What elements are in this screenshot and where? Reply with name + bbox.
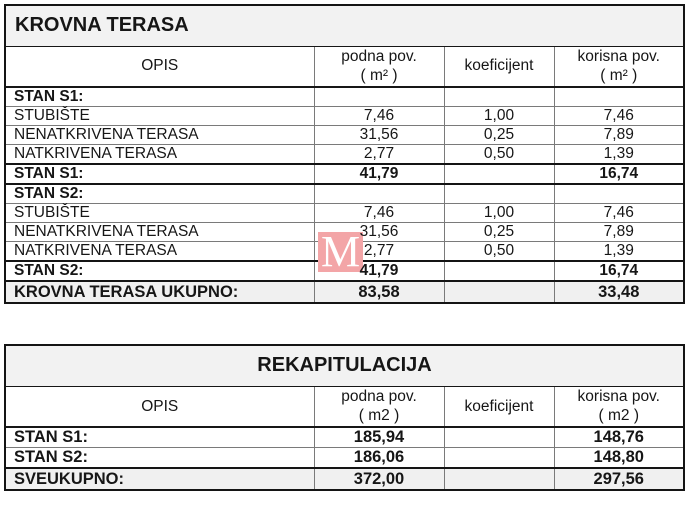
row-label-cell: STAN S2: xyxy=(4,183,315,205)
col-header-podna-pov: podna pov. ( m² ) xyxy=(313,45,445,88)
col-header-korisna-line1: korisna pov. xyxy=(577,47,660,65)
podna-pov-value-cell: 31,56 xyxy=(313,125,445,146)
korisna-pov-value-cell: 148,80 xyxy=(553,447,685,469)
row-label-cell: SVEUKUPNO: xyxy=(4,467,315,491)
table-row: SVEUKUPNO: 372,00 297,56 xyxy=(4,467,685,491)
table-row: STAN S1: 185,94 148,76 xyxy=(4,426,685,449)
row-label-cell: STAN S1: xyxy=(4,163,315,185)
podna-pov-value-cell: 2,77 xyxy=(313,144,445,165)
col-header-korisna-pov: korisna pov. ( m2 ) xyxy=(553,385,685,428)
col-header-korisna-line2: ( m2 ) xyxy=(598,407,639,425)
col-header-koeficijent: koeficijent xyxy=(443,45,555,88)
table-row: STUBIŠTE 7,46 1,00 7,46 xyxy=(4,203,685,224)
krovna-title-row: KROVNA TERASA xyxy=(4,4,685,47)
koeficijent-value-cell: 0,25 xyxy=(443,125,555,146)
korisna-pov-value-cell: 1,39 xyxy=(553,144,685,165)
row-label-cell: NATKRIVENA TERASA xyxy=(4,241,315,262)
row-label-cell: NENATKRIVENA TERASA xyxy=(4,222,315,243)
podna-pov-value-cell: 7,46 xyxy=(313,203,445,224)
col-header-koeficijent: koeficijent xyxy=(443,385,555,428)
row-label-cell: STUBIŠTE xyxy=(4,203,315,224)
table-row: KROVNA TERASA UKUPNO: 83,58 33,48 xyxy=(4,280,685,304)
podna-pov-value-cell: 41,79 xyxy=(313,163,445,185)
korisna-pov-value-cell xyxy=(553,86,685,108)
row-label-cell: NENATKRIVENA TERASA xyxy=(4,125,315,146)
table-row: STAN S1: 41,79 16,74 xyxy=(4,163,685,185)
row-label-cell: STAN S2: xyxy=(4,447,315,469)
koeficijent-value-cell xyxy=(443,280,555,304)
rekap-header-row: OPIS podna pov. ( m2 ) koeficijent koris… xyxy=(4,385,685,428)
table-row: STAN S2: 186,06 148,80 xyxy=(4,447,685,469)
table-row: NENATKRIVENA TERASA 31,56 0,25 7,89 xyxy=(4,125,685,146)
row-label-cell: STAN S1: xyxy=(4,86,315,108)
col-header-podna-pov: podna pov. ( m2 ) xyxy=(313,385,445,428)
table-row: STAN S2: xyxy=(4,183,685,205)
col-header-korisna-line2: ( m² ) xyxy=(600,67,638,85)
col-header-opis: OPIS xyxy=(4,385,315,428)
col-header-podna-line1: podna pov. xyxy=(341,47,417,65)
rekapitulacija-table: REKAPITULACIJA OPIS podna pov. ( m2 ) ko… xyxy=(4,344,686,492)
watermark-logo: M xyxy=(318,232,363,272)
koeficijent-value-cell xyxy=(443,86,555,108)
table-row: NATKRIVENA TERASA 2,77 0,50 1,39 xyxy=(4,144,685,165)
row-label-cell: KROVNA TERASA UKUPNO: xyxy=(4,280,315,304)
col-header-opis: OPIS xyxy=(4,45,315,88)
krovna-terasa-table: KROVNA TERASA OPIS podna pov. ( m² ) koe… xyxy=(4,4,686,305)
korisna-pov-value-cell xyxy=(553,183,685,205)
table-row: STAN S1: xyxy=(4,86,685,108)
korisna-pov-value-cell: 297,56 xyxy=(553,467,685,491)
table-row: STUBIŠTE 7,46 1,00 7,46 xyxy=(4,106,685,127)
rekap-title-row: REKAPITULACIJA xyxy=(4,344,685,387)
krovna-table-title: KROVNA TERASA xyxy=(4,4,685,47)
korisna-pov-value-cell: 7,46 xyxy=(553,203,685,224)
col-header-korisna-line1: korisna pov. xyxy=(577,387,660,405)
koeficijent-value-cell xyxy=(443,426,555,449)
podna-pov-value-cell: 186,06 xyxy=(313,447,445,469)
podna-pov-value-cell: 83,58 xyxy=(313,280,445,304)
koeficijent-value-cell xyxy=(443,163,555,185)
koeficijent-value-cell xyxy=(443,467,555,491)
podna-pov-value-cell: 7,46 xyxy=(313,106,445,127)
korisna-pov-value-cell: 16,74 xyxy=(553,260,685,282)
korisna-pov-value-cell: 148,76 xyxy=(553,426,685,449)
koeficijent-value-cell: 1,00 xyxy=(443,106,555,127)
col-header-podna-line1: podna pov. xyxy=(341,387,417,405)
koeficijent-value-cell: 0,50 xyxy=(443,144,555,165)
korisna-pov-value-cell: 7,89 xyxy=(553,222,685,243)
koeficijent-value-cell: 0,50 xyxy=(443,241,555,262)
watermark-letter: M xyxy=(320,232,361,272)
koeficijent-value-cell: 0,25 xyxy=(443,222,555,243)
podna-pov-value-cell xyxy=(313,183,445,205)
col-header-korisna-pov: korisna pov. ( m² ) xyxy=(553,45,685,88)
row-label-cell: STAN S1: xyxy=(4,426,315,449)
tables-gap xyxy=(4,304,686,344)
korisna-pov-value-cell: 1,39 xyxy=(553,241,685,262)
row-label-cell: STUBIŠTE xyxy=(4,106,315,127)
korisna-pov-value-cell: 16,74 xyxy=(553,163,685,185)
col-header-podna-line2: ( m² ) xyxy=(360,67,398,85)
korisna-pov-value-cell: 7,46 xyxy=(553,106,685,127)
rekap-table-title: REKAPITULACIJA xyxy=(4,344,685,387)
podna-pov-value-cell: 372,00 xyxy=(313,467,445,491)
koeficijent-value-cell: 1,00 xyxy=(443,203,555,224)
col-header-podna-line2: ( m2 ) xyxy=(358,407,400,425)
koeficijent-value-cell xyxy=(443,447,555,469)
koeficijent-value-cell xyxy=(443,260,555,282)
korisna-pov-value-cell: 7,89 xyxy=(553,125,685,146)
row-label-cell: STAN S2: xyxy=(4,260,315,282)
korisna-pov-value-cell: 33,48 xyxy=(553,280,685,304)
podna-pov-value-cell xyxy=(313,86,445,108)
podna-pov-value-cell: 185,94 xyxy=(313,426,445,449)
koeficijent-value-cell xyxy=(443,183,555,205)
row-label-cell: NATKRIVENA TERASA xyxy=(4,144,315,165)
krovna-header-row: OPIS podna pov. ( m² ) koeficijent koris… xyxy=(4,45,685,88)
